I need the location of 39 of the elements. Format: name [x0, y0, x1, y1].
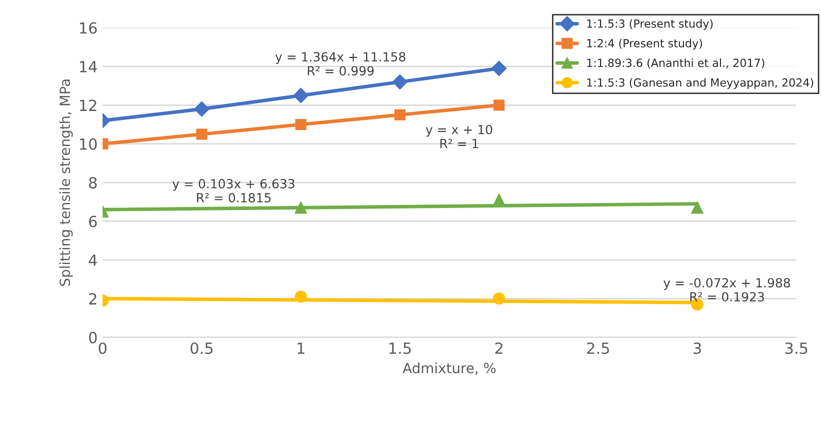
point: [295, 118, 306, 130]
point: [294, 202, 307, 214]
legend-label: 1:1.89:3.6 (Ananthi et al., 2017): [587, 58, 764, 68]
x-tick-label: 3: [694, 342, 701, 354]
x-tick-label: 1.5: [389, 342, 411, 354]
annotation: y = x + 10 R² = 1: [426, 124, 492, 148]
point: [196, 128, 208, 140]
y-tick-label: 8: [89, 177, 97, 189]
point: [491, 60, 507, 76]
x-tick-label: 2: [495, 342, 502, 354]
y-tick-label: 6: [89, 216, 97, 228]
y-tick-label: 14: [80, 61, 97, 72]
annotation: y = -0.072x + 1.988 R² = 0.1923: [664, 278, 790, 302]
point: [194, 101, 210, 117]
y-tick-label: 4: [88, 254, 97, 266]
x-tick-label: 0: [98, 342, 106, 354]
point: [691, 202, 704, 214]
legend-label: 1:1.5:3 (Ganesan and Meyyappan, 2024): [587, 78, 814, 89]
x-axis-title: Admixture, %: [402, 362, 496, 375]
point: [493, 100, 505, 111]
y-tick-label: 2: [89, 293, 96, 304]
y-tick-label: 16: [80, 22, 97, 34]
y-tick-label: 0: [89, 332, 97, 344]
legend-label: 1:2:4 (Present study): [587, 38, 702, 50]
x-tick-label: 1: [298, 342, 304, 354]
x-tick-label: 3.5: [785, 342, 808, 354]
annotation: y = 0.103x + 6.633 R² = 0.1815: [172, 179, 294, 202]
y-tick-label: 10: [80, 138, 97, 150]
point: [394, 109, 406, 120]
legend-label: 1:1.5:3 (Present study): [587, 19, 713, 30]
y-tick-label: 12: [80, 100, 96, 111]
point: [392, 74, 408, 90]
point: [492, 292, 506, 305]
x-tick-label: 2.5: [587, 342, 609, 354]
y-axis-title: Splitting tensile strength, MPa: [59, 80, 73, 286]
annotation: y = 1.364x + 11.158 R² = 0.999: [275, 52, 406, 76]
point: [293, 88, 308, 104]
x-tick-label: 0.5: [190, 342, 213, 354]
point: [294, 290, 307, 303]
